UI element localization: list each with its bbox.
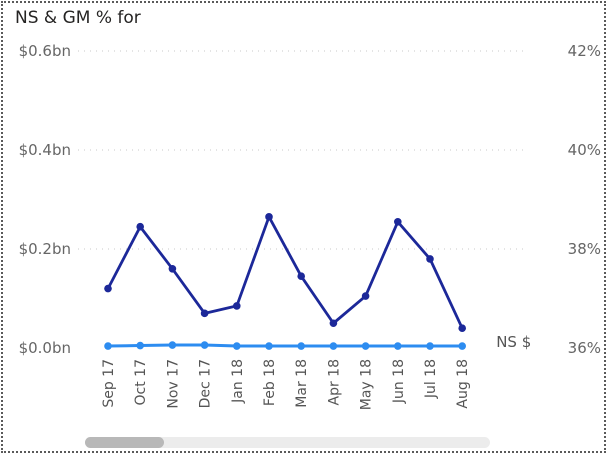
data-point [361,292,370,300]
y-right-tick-label: 42% [568,42,601,60]
data-point [394,342,402,350]
series-line [107,343,463,348]
data-point [233,342,241,350]
x-tick-label: Aug 18 [455,359,471,409]
data-point [297,342,306,350]
data-point [168,341,177,349]
x-tick-label: Oct 17 [133,359,149,405]
x-tick-label: Jan 18 [230,359,246,404]
x-tick-label: May 18 [359,359,375,410]
data-point [297,272,306,281]
data-point [329,342,338,350]
chart-title: NS & GM % for [15,8,141,28]
data-point [265,213,273,221]
data-point [136,341,144,350]
x-tick-label: Mar 18 [294,359,310,408]
data-point [426,342,434,350]
data-point [361,342,370,350]
x-tick-label: Sep 17 [101,359,117,408]
data-point [458,342,467,350]
x-tick-label: Jul 18 [423,359,439,399]
data-point [168,265,177,273]
x-tick-label: Feb 18 [262,359,278,406]
x-tick-label: Apr 18 [326,359,342,405]
data-point [394,217,402,226]
data-point [426,255,434,263]
data-point [458,324,467,333]
y-left-tick-label: $0.6bn [19,42,71,60]
data-point [104,342,112,350]
y-left-tick-label: $0.0bn [19,339,71,357]
data-point [200,309,209,318]
data-point [265,342,273,350]
y-left-tick-label: $0.4bn [19,141,71,159]
data-point [200,341,209,349]
data-point [136,222,144,231]
x-tick-label: Jun 18 [391,359,407,404]
y-right-tick-label: 40% [568,141,601,159]
data-point [104,284,112,293]
horizontal-scrollbar-thumb[interactable] [85,437,164,448]
line-chart: $0.0bn $0.2bn $0.4bn $0.6bn 36% 38% 40% 42% Sep … [19,42,601,410]
chart-visual: NS & GM % for $0.0bn $0.2bn $0.4bn $0.6bn 36… [1,1,606,453]
series-line [106,215,464,329]
series-end-label: NS $ [496,333,531,351]
y-left-tick-label: $0.2bn [19,240,71,258]
y-right-tick-label: 36% [568,339,601,357]
data-point [329,319,338,328]
data-point [233,302,241,310]
x-tick-label: Nov 17 [165,359,181,409]
x-tick-label: Dec 17 [198,359,214,408]
horizontal-scrollbar-track[interactable] [85,437,490,448]
y-right-tick-label: 38% [568,240,601,258]
